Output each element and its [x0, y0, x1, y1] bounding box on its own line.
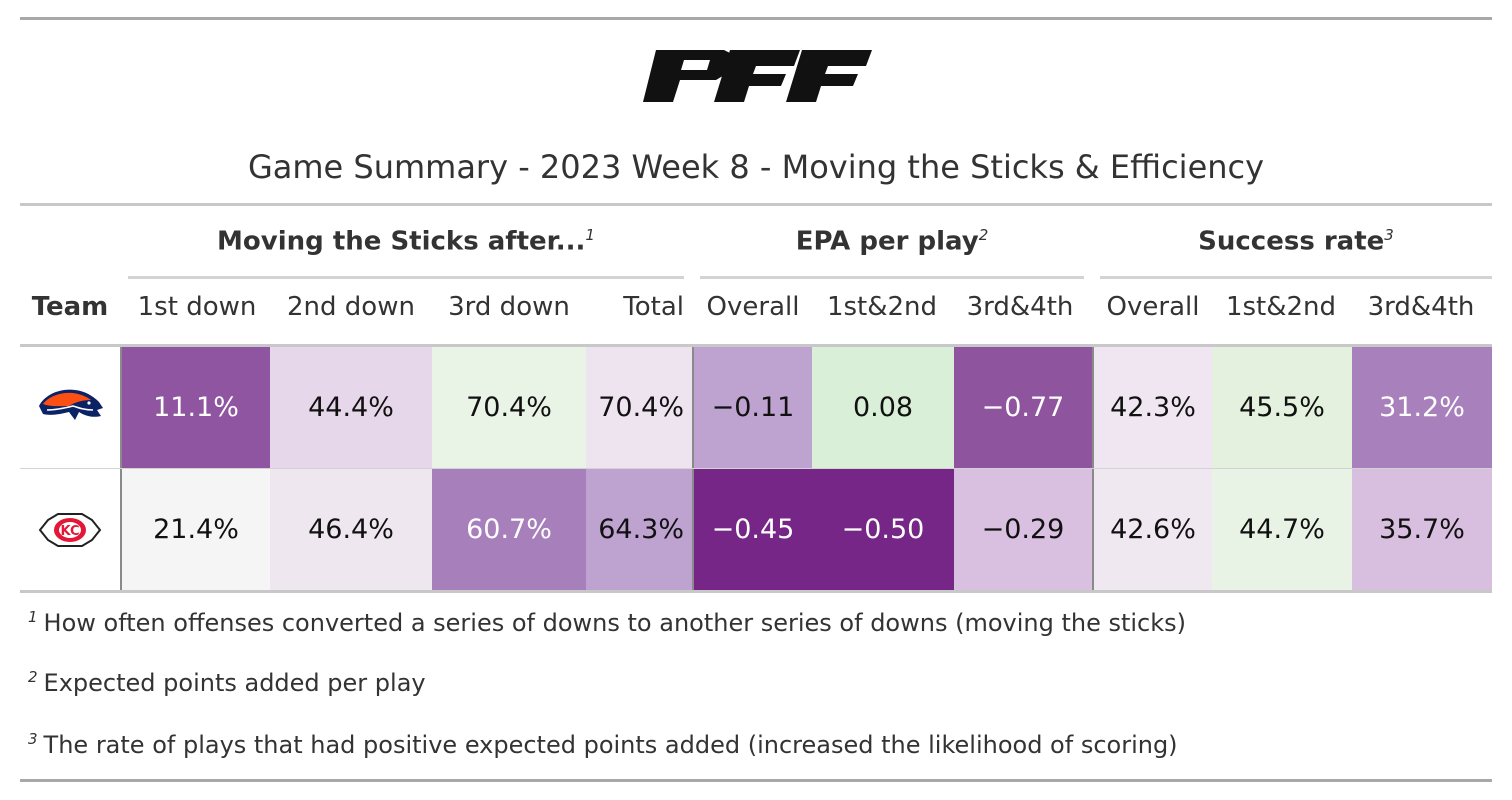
- table-cell: −0.29: [954, 469, 1092, 590]
- table-cell: 60.7%: [432, 469, 586, 590]
- title-rule: [20, 203, 1492, 206]
- spanner-moving-sticks: Moving the Sticks after...1: [128, 226, 684, 266]
- column-header: 2nd down: [287, 292, 415, 322]
- team-logo-chiefs: KC: [20, 469, 120, 590]
- spanner-underline: [1100, 276, 1492, 279]
- spanner-underline: [700, 276, 1084, 279]
- denver-broncos-logo-icon: [39, 389, 103, 420]
- header-rule: [20, 344, 1492, 347]
- pff-logo: [640, 46, 872, 110]
- table-cell: 70.4%: [586, 347, 692, 468]
- column-header: 3rd down: [448, 292, 570, 322]
- table-cell: 44.7%: [1212, 469, 1352, 590]
- table-cell: 45.5%: [1212, 347, 1352, 468]
- footnote-text: Expected points added per play: [43, 669, 426, 697]
- footnote-mark: 3: [1384, 226, 1394, 244]
- top-rule: [20, 17, 1492, 20]
- table-cell: 35.7%: [1352, 469, 1492, 590]
- table-cell: 46.4%: [270, 469, 432, 590]
- bottom-rule: [20, 779, 1492, 782]
- column-header: 3rd&4th: [966, 292, 1074, 322]
- team-logo-broncos: [20, 347, 120, 468]
- footnote-mark: 2: [28, 668, 38, 686]
- spanner-epa: EPA per play2: [700, 226, 1084, 266]
- column-header: 1st down: [137, 292, 257, 322]
- table-cell: 64.3%: [586, 469, 692, 590]
- spanner-underline: [128, 276, 684, 279]
- table-cell: −0.45: [694, 469, 812, 590]
- column-header: Overall: [1106, 292, 1200, 322]
- team-column-header: Team: [31, 292, 109, 322]
- table-cell: −0.11: [694, 347, 812, 468]
- table-cell: 31.2%: [1352, 347, 1492, 468]
- table-title: Game Summary - 2023 Week 8 - Moving the …: [247, 148, 1265, 186]
- footnote-mark: 1: [28, 608, 38, 626]
- column-header: Overall: [706, 292, 800, 322]
- footnote-mark: 1: [585, 226, 595, 244]
- table-cell: 0.08: [812, 347, 954, 468]
- spanner-label: Success rate: [1198, 226, 1385, 257]
- table-cell: 21.4%: [122, 469, 270, 590]
- footnote-mark: 2: [978, 226, 989, 244]
- table-cell: 42.3%: [1094, 347, 1212, 468]
- footnote-3: 3 The rate of plays that had positive exp…: [28, 730, 1178, 759]
- spanner-label: Moving the Sticks after...: [217, 226, 586, 257]
- table-cell: 44.4%: [270, 347, 432, 468]
- table-cell: 70.4%: [432, 347, 586, 468]
- footnote-text: The rate of plays that had positive expe…: [43, 731, 1178, 759]
- footnote-2: 2 Expected points added per play: [28, 668, 426, 697]
- svg-text:KC: KC: [60, 524, 79, 539]
- table-cell: −0.50: [812, 469, 954, 590]
- column-header: 1st&2nd: [826, 292, 938, 322]
- kansas-city-chiefs-logo-icon: KC: [38, 512, 102, 547]
- footnote-text: How often offenses converted a series of…: [43, 609, 1187, 637]
- spanner-label: EPA per play: [795, 226, 979, 257]
- table-cell: −0.77: [954, 347, 1092, 468]
- spanner-success-rate: Success rate3: [1100, 226, 1492, 266]
- footnote-1: 1 How often offenses converted a series o…: [28, 608, 1186, 637]
- body-bottom-rule: [20, 590, 1492, 593]
- table-cell: 11.1%: [122, 347, 270, 468]
- table-cell: 42.6%: [1094, 469, 1212, 590]
- column-header: Total: [623, 292, 684, 322]
- column-header: 3rd&4th: [1367, 292, 1475, 322]
- footnote-mark: 3: [28, 730, 38, 748]
- row-separator: [20, 468, 1492, 469]
- column-header: 1st&2nd: [1225, 292, 1337, 322]
